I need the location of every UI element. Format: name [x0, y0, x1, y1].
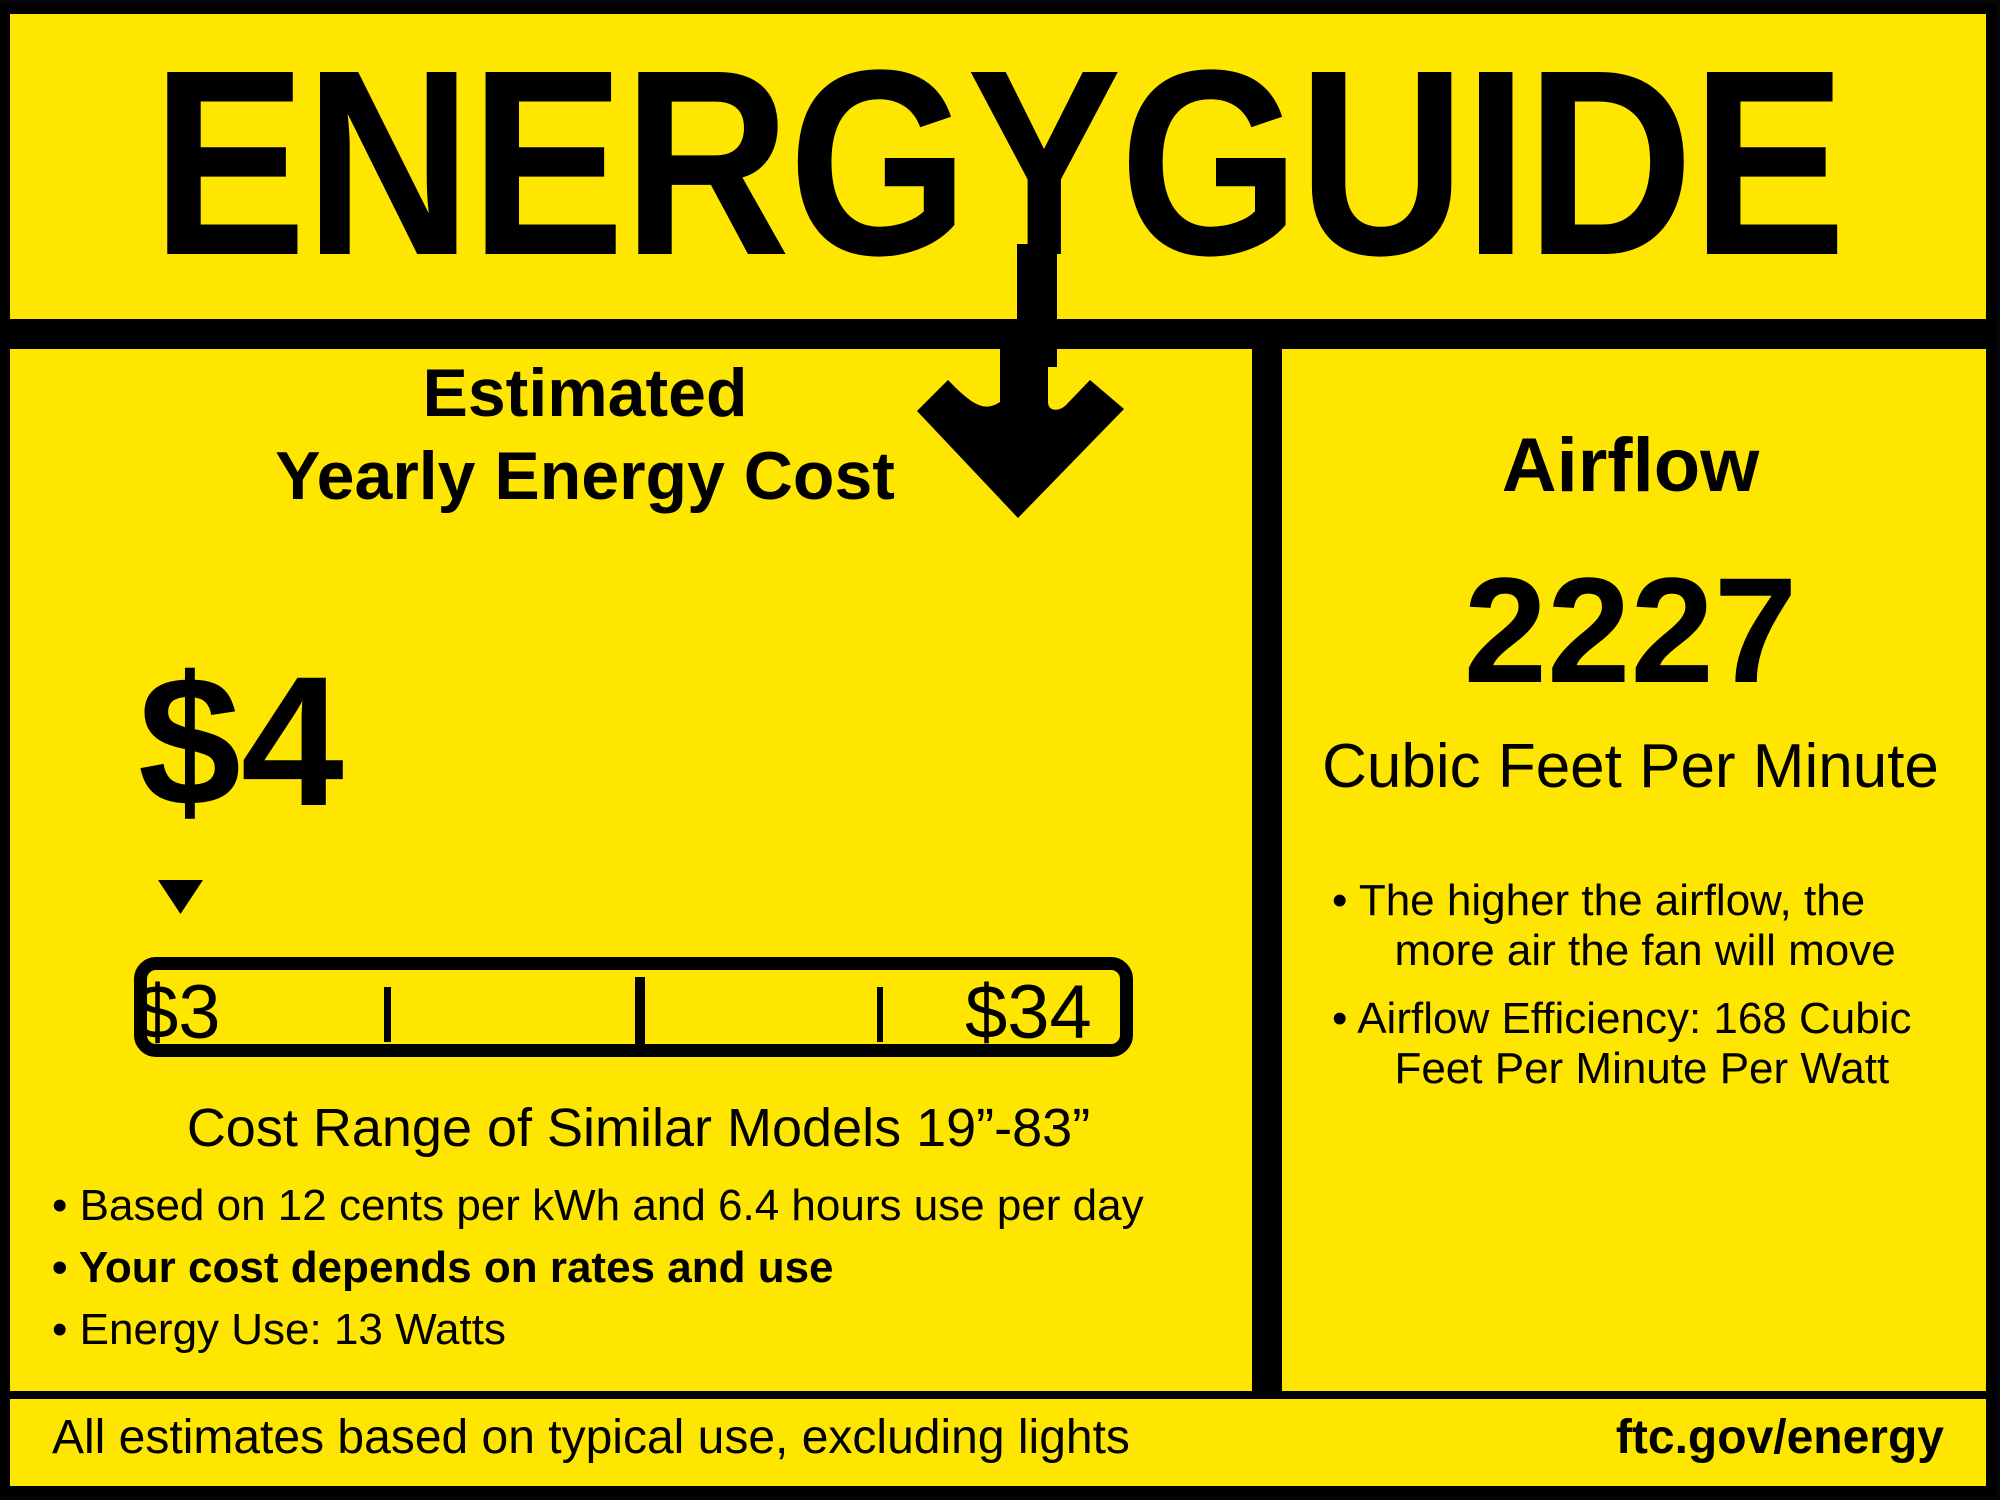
- svg-text:ENERGYGUIDE: ENERGYGUIDE: [152, 15, 1844, 311]
